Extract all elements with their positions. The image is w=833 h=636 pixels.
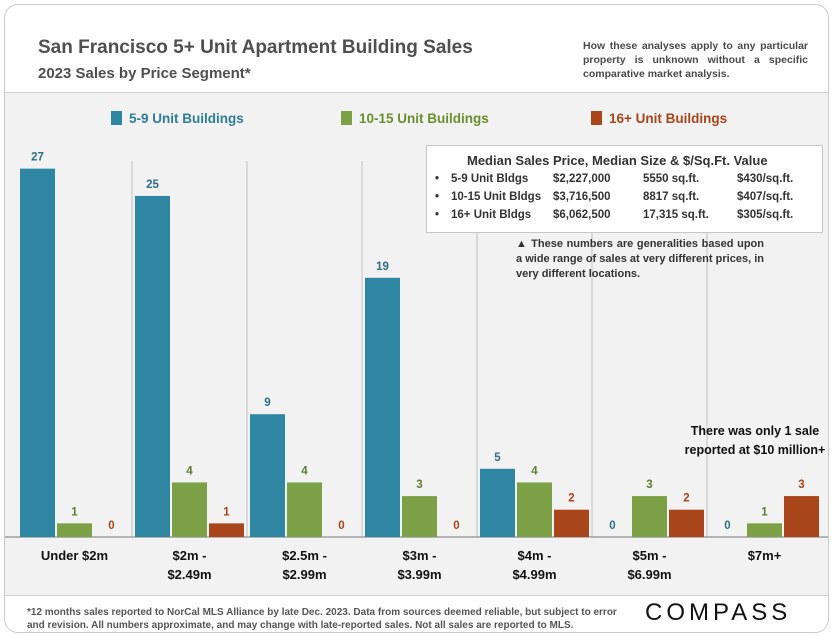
bar xyxy=(20,168,55,537)
data-label: 2 xyxy=(683,493,689,505)
category-label-line: Under $2m xyxy=(41,548,108,563)
info-row-size: 5550 sq.ft. xyxy=(643,173,700,185)
data-label: 1 xyxy=(761,506,768,518)
data-label: 0 xyxy=(724,520,730,532)
info-row-size: 17,315 sq.ft. xyxy=(643,209,709,221)
info-row-price: $3,716,500 xyxy=(553,191,611,203)
footer: *12 months sales reported to NorCal MLS … xyxy=(5,595,828,632)
category-label-line: $7m+ xyxy=(748,548,782,563)
category-label: $2m - $2.49m xyxy=(167,548,211,582)
category-label: $3m - $3.99m xyxy=(397,548,441,582)
bullet: • xyxy=(435,173,440,185)
bar xyxy=(554,509,589,537)
ten-million-callout: There was only 1 sale reported at $10 mi… xyxy=(684,424,826,457)
median-info-box: Median Sales Price, Median Size & $/Sq.F… xyxy=(426,145,823,233)
category-label-line: $2m - xyxy=(173,548,207,563)
info-row-psf: $305/sq.ft. xyxy=(737,209,794,221)
bar xyxy=(287,482,322,537)
info-box-title: Median Sales Price, Median Size & $/Sq.F… xyxy=(467,153,768,168)
header: San Francisco 5+ Unit Apartment Building… xyxy=(5,5,828,93)
info-row-label: 10-15 Unit Bldgs xyxy=(451,191,542,203)
legend-label: 16+ Unit Buildings xyxy=(609,111,727,126)
data-label: 1 xyxy=(71,506,78,518)
bar xyxy=(402,496,437,537)
bar xyxy=(57,523,92,537)
bar xyxy=(172,482,207,537)
data-label: 3 xyxy=(798,479,804,491)
data-label: 4 xyxy=(186,465,193,477)
bar xyxy=(784,496,819,537)
category-label-line: $2.99m xyxy=(282,567,326,582)
info-row-price: $2,227,000 xyxy=(553,173,611,185)
legend-swatch xyxy=(111,111,122,125)
chart-title: San Francisco 5+ Unit Apartment Building… xyxy=(38,37,473,58)
bar xyxy=(209,523,244,537)
bar xyxy=(669,509,704,537)
data-label: 3 xyxy=(416,479,422,491)
data-label: 1 xyxy=(223,506,230,518)
data-label: 0 xyxy=(609,520,615,532)
category-label-line: $4.99m xyxy=(512,567,556,582)
category-label: $4m - $4.99m xyxy=(512,548,556,582)
info-row-label: 16+ Unit Bldgs xyxy=(451,209,532,221)
info-row-psf: $407/sq.ft. xyxy=(737,191,794,203)
category-label: $5m - $6.99m xyxy=(627,548,671,582)
data-label: 0 xyxy=(453,520,459,532)
category-label: $2.5m - $2.99m xyxy=(282,548,327,582)
bullet: • xyxy=(435,209,440,221)
category-label-line: $5m - xyxy=(633,548,667,563)
legend-label: 5-9 Unit Buildings xyxy=(129,111,244,126)
bar xyxy=(632,496,667,537)
data-label: 25 xyxy=(146,179,159,191)
category-label-line: $4m - xyxy=(518,548,552,563)
data-label: 0 xyxy=(338,520,344,532)
footnote: *12 months sales reported to NorCal MLS … xyxy=(27,607,617,631)
category-label: Under $2m xyxy=(41,548,108,563)
category-label-line: $3m - xyxy=(403,548,437,563)
data-label: 3 xyxy=(646,479,652,491)
bar xyxy=(250,414,285,537)
data-label: 27 xyxy=(31,152,44,164)
chart-subtitle: 2023 Sales by Price Segment* xyxy=(38,65,251,82)
bar xyxy=(747,523,782,537)
data-label: 9 xyxy=(264,397,270,409)
data-label: 4 xyxy=(301,465,308,477)
generalities-note: ▲ These numbers are generalities based u… xyxy=(516,238,764,280)
data-label: 5 xyxy=(494,452,501,464)
info-row-price: $6,062,500 xyxy=(553,209,611,221)
compass-logo: COMPASS xyxy=(645,599,792,626)
data-label: 4 xyxy=(531,465,538,477)
info-row-label: 5-9 Unit Bldgs xyxy=(451,173,529,185)
legend-swatch xyxy=(591,111,602,125)
info-row-psf: $430/sq.ft. xyxy=(737,173,794,185)
data-label: 2 xyxy=(568,493,574,505)
data-label: 0 xyxy=(108,520,114,532)
legend-swatch xyxy=(341,111,352,125)
bar-chart: 5-9 Unit Buildings 10-15 Unit Buildings 16… xyxy=(5,111,828,582)
bar xyxy=(480,468,515,537)
category-label: $7m+ xyxy=(748,548,782,563)
bar xyxy=(135,195,170,537)
bullet: • xyxy=(435,191,440,203)
category-label-line: $2.5m - xyxy=(282,548,327,563)
legend-label: 10-15 Unit Buildings xyxy=(359,111,489,126)
info-row-size: 8817 sq.ft. xyxy=(643,191,700,203)
category-label-line: $6.99m xyxy=(627,567,671,582)
bar xyxy=(365,277,400,537)
category-label-line: $3.99m xyxy=(397,567,441,582)
category-label-line: $2.49m xyxy=(167,567,211,582)
bar xyxy=(517,482,552,537)
disclaimer: How these analyses apply to any particul… xyxy=(583,40,808,80)
data-label: 19 xyxy=(376,261,389,273)
chart-frame: San Francisco 5+ Unit Apartment Building… xyxy=(4,4,829,633)
